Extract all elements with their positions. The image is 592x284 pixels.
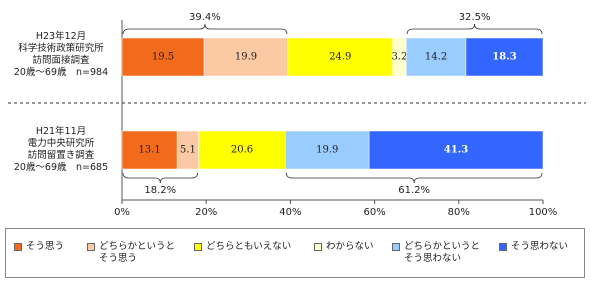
annotation: 39.4% (189, 12, 221, 23)
value-label: 18.3 (492, 52, 516, 63)
value-label: 13.1 (138, 145, 160, 156)
brace (285, 172, 543, 184)
annotation: 61.2% (398, 185, 430, 196)
legend-swatch (392, 243, 400, 251)
value-label: 20.6 (231, 145, 253, 156)
bar-segment (203, 37, 289, 77)
bar-segment (368, 130, 544, 170)
x-tick-label: 100% (529, 207, 558, 218)
value-label: 19.9 (235, 52, 257, 63)
bar-segment (287, 37, 393, 77)
legend: そう思う どちらかというと そう思う どちらともいえない わからない どちらかというと … (5, 228, 585, 278)
value-label: 19.9 (316, 145, 338, 156)
x-tick-label: 20% (195, 207, 217, 218)
bar-segment (121, 37, 205, 77)
legend-swatch (314, 243, 322, 251)
bar-segment (121, 130, 178, 170)
annotation: 32.5% (459, 12, 491, 23)
value-label: 19.5 (152, 52, 174, 63)
legend-item: どちらともいえない (194, 241, 291, 253)
legend-item: わからない (314, 241, 374, 253)
category-label: H21年11月 電力中央研究所 訪問留置き調査 20歳～69歳 n=685 (13, 126, 109, 173)
bar-segment (198, 130, 286, 170)
value-label: 41.3 (444, 145, 468, 156)
bar-segment (285, 130, 370, 170)
legend-item: どちらかというと そう思わない (392, 241, 480, 265)
x-tick-label: 0% (114, 207, 130, 218)
value-label: 3.2 (391, 52, 407, 63)
legend-item: そう思う (14, 241, 64, 253)
x-tick-label: 80% (448, 207, 470, 218)
x-tick-label: 40% (279, 207, 301, 218)
legend-item: そう思わない (499, 241, 568, 253)
value-label: 14.2 (425, 52, 447, 63)
legend-swatch (87, 243, 95, 251)
legend-item: どちらかというと そう思う (87, 241, 175, 265)
value-label: 5.1 (180, 145, 196, 156)
x-tick-label: 60% (363, 207, 385, 218)
bar-segment (465, 37, 544, 77)
category-label: H23年12月 科学技術政策研究所 訪問面接調査 20歳～69歳 n=984 (13, 31, 109, 78)
value-label: 24.9 (329, 52, 351, 63)
legend-swatch (194, 243, 202, 251)
brace (122, 172, 199, 184)
bar-segment (405, 37, 467, 77)
legend-swatch (14, 243, 22, 251)
annotation: 18.2% (144, 185, 176, 196)
brace (122, 23, 288, 35)
legend-swatch (499, 243, 507, 251)
brace (406, 23, 543, 35)
